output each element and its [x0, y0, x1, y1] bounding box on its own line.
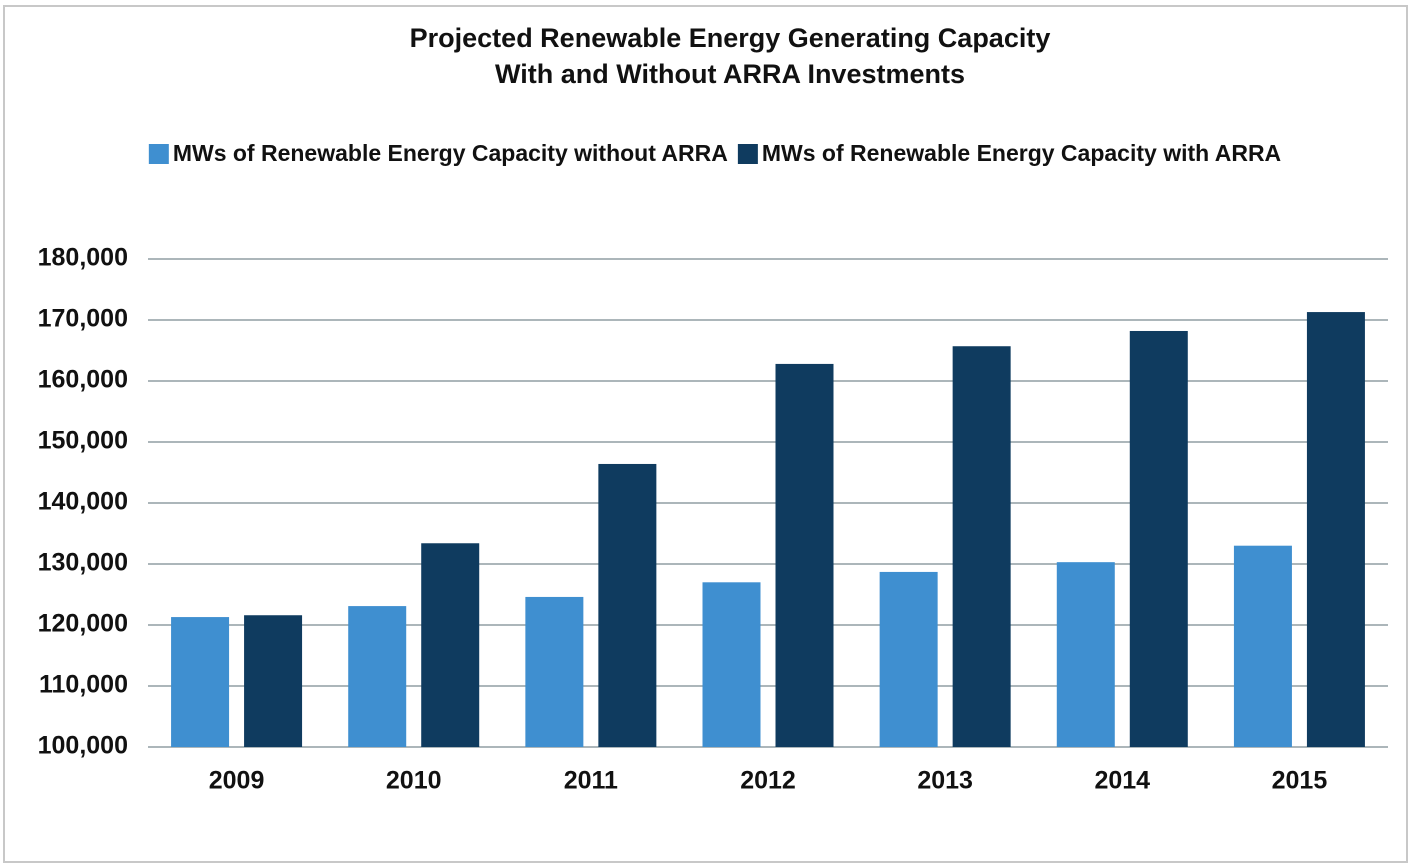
legend-swatch: [148, 144, 169, 164]
x-tick-label: 2015: [1272, 767, 1328, 795]
y-tick-label: 130,000: [38, 549, 128, 577]
x-tick-label: 2009: [209, 767, 265, 795]
y-tick-label: 160,000: [38, 366, 128, 394]
bar: [525, 596, 584, 747]
x-tick-label: 2012: [740, 767, 796, 795]
bar: [171, 617, 230, 747]
bar: [1129, 330, 1188, 747]
legend-swatch: [737, 144, 758, 164]
y-tick-label: 150,000: [38, 427, 128, 455]
y-tick-label: 100,000: [38, 732, 128, 760]
bar: [421, 543, 480, 747]
bar: [1306, 312, 1365, 747]
bar: [348, 606, 407, 747]
bar: [598, 463, 657, 747]
y-tick-label: 170,000: [38, 305, 128, 333]
y-tick-label: 140,000: [38, 488, 128, 516]
bar: [244, 615, 303, 747]
bar: [1233, 545, 1292, 747]
bar: [702, 582, 761, 747]
bar: [879, 571, 938, 747]
x-tick-label: 2013: [917, 767, 973, 795]
x-tick-label: 2011: [564, 767, 618, 795]
y-tick-label: 180,000: [38, 244, 128, 272]
y-tick-label: 110,000: [39, 671, 128, 699]
x-tick-label: 2010: [386, 767, 442, 795]
legend-label: MWs of Renewable Energy Capacity with AR…: [762, 140, 1281, 166]
chart-title: Projected Renewable Energy Generating Ca…: [410, 23, 1051, 53]
legend-label: MWs of Renewable Energy Capacity without…: [173, 140, 728, 166]
bar: [952, 346, 1011, 747]
y-tick-label: 120,000: [38, 610, 128, 638]
bar: [1056, 562, 1115, 747]
x-tick-label: 2014: [1094, 767, 1150, 795]
chart-title: With and Without ARRA Investments: [495, 59, 965, 89]
bar: [775, 363, 834, 747]
